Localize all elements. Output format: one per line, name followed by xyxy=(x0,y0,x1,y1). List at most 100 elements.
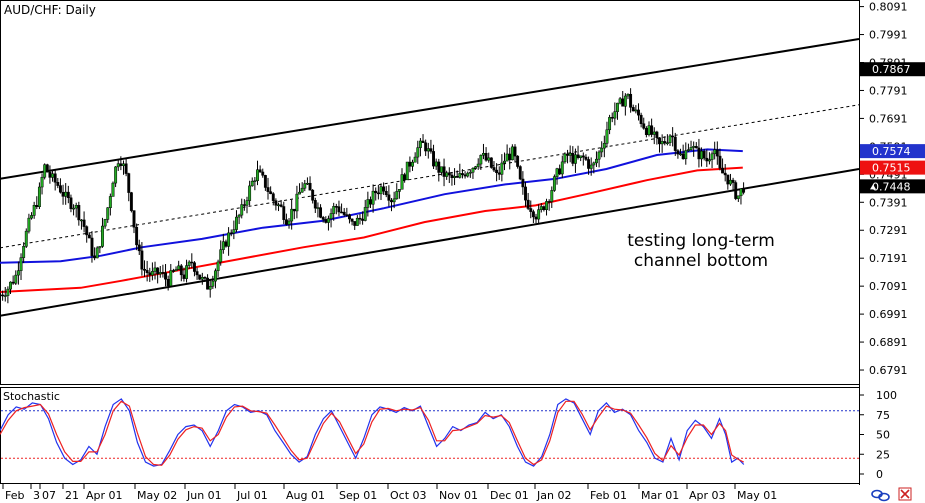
candle-bear xyxy=(655,131,659,138)
candle-bull xyxy=(237,214,241,218)
candle-bull xyxy=(458,173,462,178)
candle-bear xyxy=(11,281,15,284)
candle-bear xyxy=(629,93,633,108)
candle-bear xyxy=(408,161,412,167)
stochastic-tick-label: 100 xyxy=(876,389,897,402)
candle-bear xyxy=(0,294,2,297)
stochastic-tick-label: 50 xyxy=(876,429,890,442)
candle-bear xyxy=(694,146,698,149)
candle-bull xyxy=(479,154,483,165)
time-tick-label: 3 xyxy=(33,489,40,502)
candle-bear xyxy=(190,261,194,264)
candle-bear xyxy=(85,226,89,236)
candle-bull xyxy=(505,153,509,162)
candle-bear xyxy=(224,241,228,247)
time-tick-label: May 02 xyxy=(137,489,177,502)
candle-bear xyxy=(261,171,265,176)
candle-bear xyxy=(639,114,643,124)
candle-bull xyxy=(418,140,422,148)
candle-bear xyxy=(447,172,451,176)
candle-bear xyxy=(513,146,517,157)
candle-bull xyxy=(555,168,559,177)
candle-bull xyxy=(594,158,598,164)
candle-bear xyxy=(279,204,283,207)
candle-bull xyxy=(101,225,104,247)
candle-bear xyxy=(266,187,270,192)
candle-bear xyxy=(242,204,246,206)
candle-bear xyxy=(460,173,464,175)
candle-bull xyxy=(679,153,682,156)
candle-bear xyxy=(702,150,706,159)
candle-bear xyxy=(66,191,70,199)
candle-bull xyxy=(434,161,438,167)
candle-bear xyxy=(726,174,730,185)
candle-bear xyxy=(497,172,501,175)
candle-bull xyxy=(22,246,26,258)
candle-bull xyxy=(248,185,252,201)
candle-bear xyxy=(292,208,296,212)
stochastic-levels xyxy=(1,410,859,459)
candle-bear xyxy=(584,156,588,160)
candle-bull xyxy=(37,186,41,207)
candle-bull xyxy=(416,147,420,158)
candle-bull xyxy=(552,176,556,191)
candle-bear xyxy=(129,192,133,211)
candle-bull xyxy=(303,183,307,189)
time-tick-label: Jun 01 xyxy=(186,489,222,502)
time-tick-label: Nov 01 xyxy=(439,489,478,502)
candle-bull xyxy=(64,191,68,197)
candle-bear xyxy=(521,178,525,188)
candle-bear xyxy=(450,174,454,178)
candle-bull xyxy=(174,269,178,272)
candle-bull xyxy=(95,247,99,259)
price-box-label: 0.7574 xyxy=(872,145,911,158)
candle-bear xyxy=(198,274,202,280)
candle-bull xyxy=(216,261,220,272)
channel-lines xyxy=(0,38,860,317)
price-tick-label: 0.8091 xyxy=(869,1,908,14)
candle-bull xyxy=(355,217,359,226)
candle-bull xyxy=(439,166,443,173)
candle-bear xyxy=(342,211,346,215)
stochastic-title: Stochastic xyxy=(3,390,60,403)
candle-bear xyxy=(53,173,57,183)
candle-bull xyxy=(445,172,449,177)
candle-bull xyxy=(468,171,472,174)
candle-bull xyxy=(487,157,491,161)
candle-bull xyxy=(589,164,593,169)
candle-bear xyxy=(721,167,725,174)
candle-bear xyxy=(432,151,435,167)
candle-bull xyxy=(563,153,567,163)
candle-bear xyxy=(119,163,123,166)
candle-bear xyxy=(148,272,152,276)
candle-bear xyxy=(492,167,496,171)
candle-bear xyxy=(337,206,341,213)
candle-bear xyxy=(631,107,635,112)
candle-bull xyxy=(652,131,656,135)
candle-bear xyxy=(274,200,278,206)
candle-bull xyxy=(98,246,102,249)
candle-bear xyxy=(206,277,210,290)
candle-bull xyxy=(476,163,480,167)
candle-bear xyxy=(132,210,136,228)
time-tick-label: Aug 01 xyxy=(286,489,325,502)
candle-bear xyxy=(203,277,207,279)
candle-bull xyxy=(74,205,78,209)
link-icon[interactable] xyxy=(871,489,890,502)
stochastic-tick-label: 25 xyxy=(876,448,890,461)
candle-bull xyxy=(626,93,630,97)
candle-bull xyxy=(253,180,257,182)
price-tick-label: 0.7691 xyxy=(869,112,908,125)
candle-bear xyxy=(697,147,701,160)
candle-bull xyxy=(295,193,299,212)
candle-bull xyxy=(616,102,619,112)
candle-bull xyxy=(729,179,732,185)
stochastic-tick-label: 0 xyxy=(876,468,883,481)
candle-bull xyxy=(700,150,704,160)
candle-bull xyxy=(177,265,181,270)
candle-bear xyxy=(45,164,49,173)
candle-bear xyxy=(269,191,273,194)
candle-bear xyxy=(424,142,428,152)
candle-bear xyxy=(361,218,365,221)
close-icon[interactable] xyxy=(898,487,912,501)
